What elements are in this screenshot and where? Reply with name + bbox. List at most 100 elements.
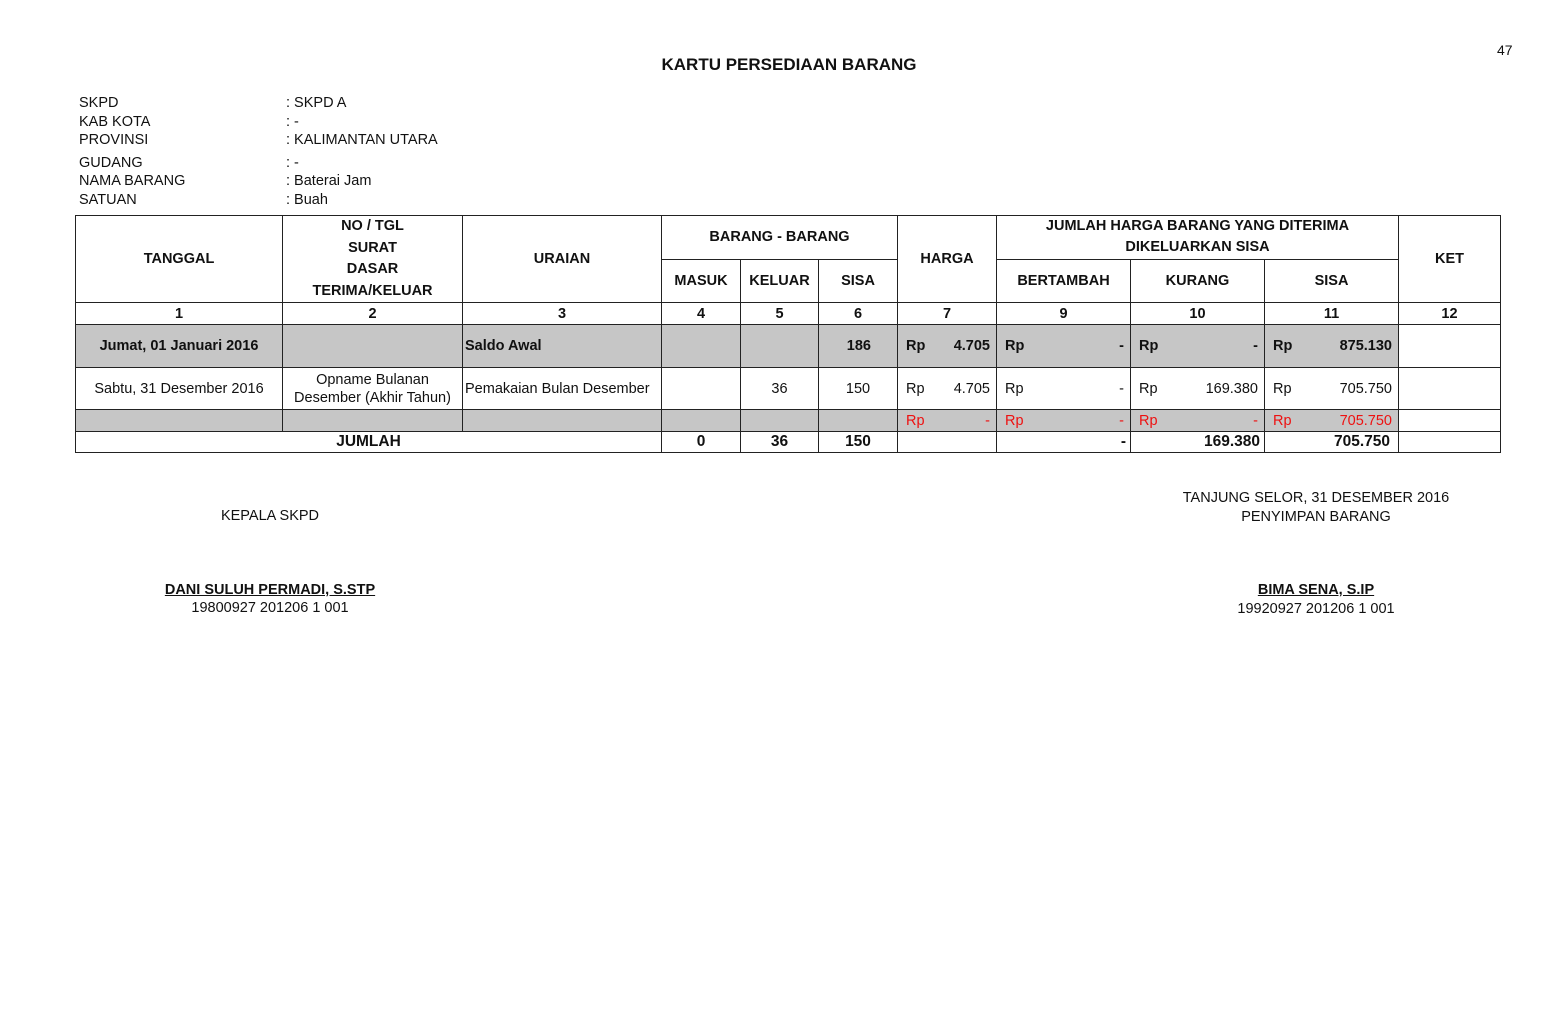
col-number: 9 <box>996 302 1131 325</box>
cell-ket <box>1398 324 1501 368</box>
header-barang: BARANG - BARANG <box>661 215 898 260</box>
col-number: 12 <box>1398 302 1501 325</box>
signature-name: DANI SULUH PERMADI, S.STP <box>164 581 376 598</box>
cell-keluar <box>740 409 819 432</box>
cell-keluar <box>740 324 819 368</box>
cell-keluar: 36 <box>740 367 819 410</box>
cell-harga: Rp 4.705 <box>897 367 997 410</box>
cell-harga: Rp 4.705 <box>897 324 997 368</box>
header-uraian: URAIAN <box>462 215 662 303</box>
table-row: Rp - Rp - Rp - Rp 705.750 <box>75 409 1501 432</box>
signature-role: KEPALA SKPD <box>220 508 320 524</box>
cell-bertambah: Rp - <box>996 409 1131 432</box>
info-nama-barang: NAMA BARANG : Baterai Jam <box>79 172 438 191</box>
cell-sisa-rp: Rp 705.750 <box>1264 367 1399 410</box>
header-masuk: MASUK <box>661 258 741 303</box>
info-label: SKPD <box>79 95 119 111</box>
cell-sisa <box>818 409 898 432</box>
cell-masuk <box>661 409 741 432</box>
col-number: 4 <box>661 302 741 325</box>
col-number: 5 <box>740 302 819 325</box>
header-harga: HARGA <box>897 215 997 303</box>
info-value: : - <box>286 113 299 130</box>
cell-no-tgl <box>282 324 463 368</box>
header-kurang: KURANG <box>1130 258 1265 303</box>
cell-tanggal: Jumat, 01 Januari 2016 <box>75 324 283 368</box>
header-no-tgl: NO / TGL SURAT DASAR TERIMA/KELUAR <box>282 215 463 303</box>
header-keluar: KELUAR <box>740 258 819 303</box>
inventory-table: TANGGAL NO / TGL SURAT DASAR TERIMA/KELUAR … <box>75 215 1501 453</box>
info-label: GUDANG <box>79 154 143 171</box>
document-title: KARTU PERSEDIAAN BARANG <box>661 55 917 74</box>
total-keluar: 36 <box>740 431 819 453</box>
cell-masuk <box>661 324 741 368</box>
col-number: 7 <box>897 302 997 325</box>
signature-nip: 19920927 201206 1 001 <box>1237 600 1395 617</box>
cell-sisa-rp: Rp 875.130 <box>1264 324 1399 368</box>
info-value: : Baterai Jam <box>286 173 372 189</box>
total-masuk: 0 <box>661 431 741 453</box>
info-kab-kota: KAB KOTA : - <box>79 113 438 132</box>
header-jumlah-harga: JUMLAH HARGA BARANG YANG DITERIMA DIKELUA… <box>996 215 1399 260</box>
total-kurang: 169.380 <box>1130 431 1265 453</box>
cell-kurang: Rp 169.380 <box>1130 367 1265 410</box>
total-row: JUMLAH 0 36 150 - 169.380 705.750 <box>75 431 1501 453</box>
cell-tanggal <box>75 409 283 432</box>
total-sisa-rp: 705.750 <box>1264 431 1399 453</box>
total-bertambah: - <box>996 431 1131 453</box>
info-label: NAMA BARANG <box>79 173 186 189</box>
cell-sisa-rp: Rp 705.750 <box>1264 409 1399 432</box>
signature-right: TANJUNG SELOR, 31 DESEMBER 2016 PENYIMPA… <box>1116 489 1516 618</box>
info-satuan: SATUAN : Buah <box>79 191 438 210</box>
col-number: 2 <box>282 302 463 325</box>
table-row: Sabtu, 31 Desember 2016 Opname Bulanan De… <box>75 367 1501 410</box>
cell-sisa: 186 <box>818 324 898 368</box>
info-label: SATUAN <box>79 191 137 208</box>
signature-nip: 19800927 201206 1 001 <box>191 600 349 616</box>
info-value: : SKPD A <box>286 95 347 111</box>
cell-kurang: Rp - <box>1130 409 1265 432</box>
signature-left: KEPALA SKPD DANI SULUH PERMADI, S.STP 19… <box>120 507 420 618</box>
header-sisa-rp: SISA <box>1264 258 1399 303</box>
subheader-row: MASUK KELUAR SISA BERTAMBAH KURANG SISA <box>76 258 1501 303</box>
header-bertambah: BERTAMBAH <box>996 258 1131 303</box>
cell-kurang: Rp - <box>1130 324 1265 368</box>
cell-masuk <box>661 367 741 410</box>
col-number: 1 <box>75 302 283 325</box>
cell-uraian <box>462 409 662 432</box>
col-number: 10 <box>1130 302 1265 325</box>
info-provinsi: PROVINSI : KALIMANTAN UTARA <box>79 131 438 150</box>
signature-place-date: TANJUNG SELOR, 31 DESEMBER 2016 <box>1182 490 1450 506</box>
header-sisa: SISA <box>818 258 898 303</box>
header-ket: KET <box>1398 215 1501 303</box>
info-skpd: SKPD : SKPD A <box>79 94 438 113</box>
info-value: : Buah <box>286 191 328 208</box>
col-number: 3 <box>462 302 662 325</box>
info-gudang: GUDANG : - <box>79 154 438 173</box>
cell-no-tgl <box>282 409 463 432</box>
cell-ket <box>1398 367 1501 410</box>
header-tanggal: TANGGAL <box>75 215 283 303</box>
column-number-row: 1 2 3 4 5 6 7 9 10 11 12 <box>75 302 1501 325</box>
cell-sisa: 150 <box>818 367 898 410</box>
cell-bertambah: Rp - <box>996 367 1131 410</box>
cell-bertambah: Rp - <box>996 324 1131 368</box>
signature-role: PENYIMPAN BARANG <box>1241 508 1391 525</box>
cell-uraian: Pemakaian Bulan Desember <box>462 367 662 410</box>
col-number: 11 <box>1264 302 1399 325</box>
cell-tanggal: Sabtu, 31 Desember 2016 <box>75 367 283 410</box>
info-label: PROVINSI <box>79 132 149 148</box>
info-label: KAB KOTA <box>79 113 151 130</box>
info-value: : KALIMANTAN UTARA <box>286 132 438 148</box>
item-info: SKPD : SKPD A KAB KOTA : - PROVINSI : KALIM… <box>79 94 438 209</box>
total-label: JUMLAH <box>75 431 662 453</box>
header-row: TANGGAL NO / TGL SURAT DASAR TERIMA/KELUAR … <box>75 215 1501 303</box>
cell-ket <box>1398 409 1501 432</box>
total-harga <box>897 431 997 453</box>
col-number: 6 <box>818 302 898 325</box>
page-number: 47 <box>1497 42 1513 58</box>
signature-name: BIMA SENA, S.IP <box>1257 582 1375 598</box>
cell-uraian: Saldo Awal <box>462 324 662 368</box>
info-value: : - <box>286 154 299 171</box>
